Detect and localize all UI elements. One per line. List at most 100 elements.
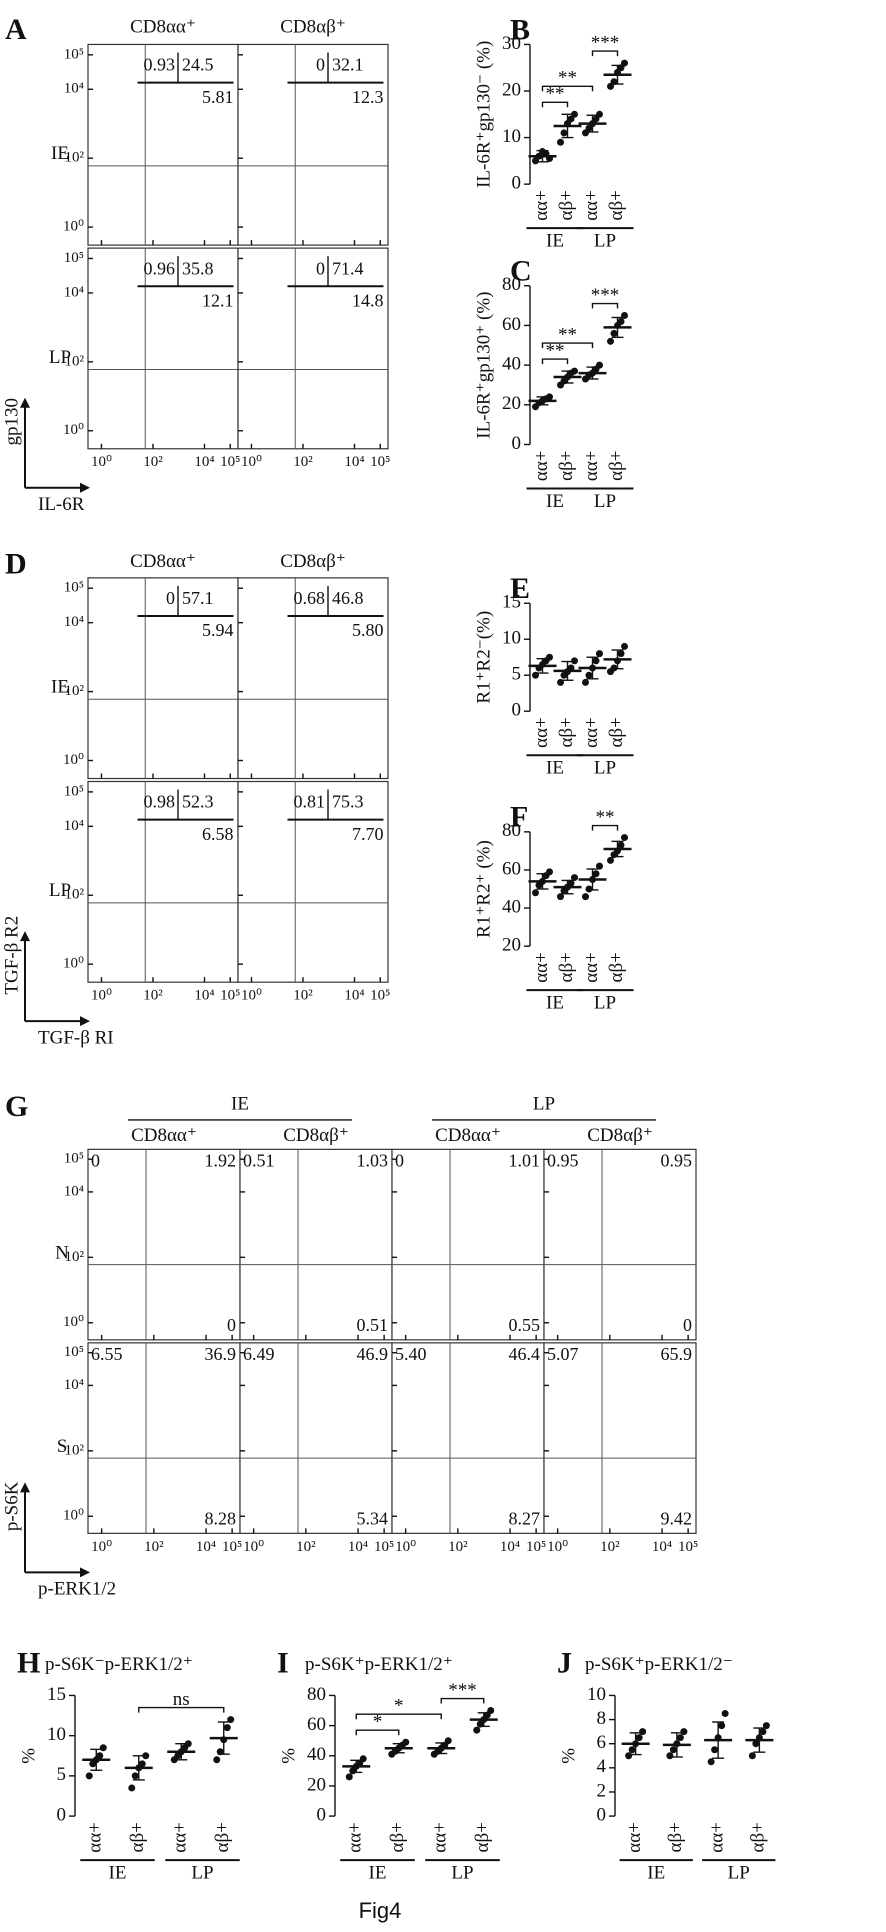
quadrant-value: 57.1: [182, 588, 214, 608]
quadrant-value: 35.8: [182, 258, 214, 278]
category-label: αα+: [531, 952, 552, 983]
x-tick-label: 10⁵: [526, 1539, 546, 1555]
panel-letter: H: [17, 1646, 40, 1679]
significance-label: ns: [173, 1689, 190, 1710]
x-tick-label: 10²: [448, 1539, 468, 1555]
y-tick-label: 10⁴: [64, 818, 84, 834]
quadrant-value: 0.93: [144, 55, 176, 75]
data-point: [85, 1772, 93, 1780]
y-tick-label: 20: [502, 935, 521, 956]
y-tick-label: 8: [597, 1708, 607, 1729]
quadrant-value: 5.80: [352, 620, 384, 640]
quadrant-value: 9.42: [661, 1508, 693, 1528]
data-point: [131, 1772, 139, 1780]
x-tick-label: 10⁴: [652, 1539, 672, 1555]
y-tick-label: 10⁵: [64, 580, 84, 596]
data-point: [617, 650, 625, 658]
quadrant-value: 0: [316, 258, 325, 278]
y-tick-label: 10⁵: [64, 1344, 84, 1360]
data-point: [582, 893, 589, 901]
significance-label: *: [373, 1712, 383, 1733]
quadrant-value: 0.98: [144, 792, 176, 812]
column-header: CD8αα⁺: [130, 551, 196, 572]
data-point: [666, 1752, 674, 1760]
data-point: [721, 1710, 729, 1718]
y-tick-label: 0: [512, 173, 522, 194]
data-point: [639, 1728, 647, 1736]
category-label: αβ+: [556, 717, 577, 747]
y-tick-label: 0: [597, 1804, 607, 1825]
arrow-head: [20, 397, 30, 408]
x-tick-label: 10⁴: [194, 988, 214, 1004]
plot-frame: [237, 577, 389, 780]
x-tick-label: 10⁰: [547, 1539, 568, 1555]
data-point: [546, 653, 553, 661]
y-tick-label: 5: [57, 1764, 67, 1785]
data-point: [546, 393, 553, 401]
figure-caption: Fig4: [359, 1898, 402, 1923]
quadrant-value: 0.96: [144, 258, 176, 278]
row-label: LP: [49, 880, 71, 901]
y-tick-label: 0: [317, 1804, 327, 1825]
group-label: IE: [546, 491, 564, 512]
category-label: αβ+: [472, 1822, 493, 1852]
data-point: [223, 1724, 231, 1732]
category-label: αβ+: [665, 1822, 686, 1852]
quadrant-value: 6.55: [91, 1344, 123, 1364]
column-header: CD8αβ⁺: [280, 16, 346, 37]
data-point: [473, 1726, 481, 1734]
significance-bracket: [541, 101, 569, 108]
quadrant-value: 0.68: [294, 588, 326, 608]
category-label: αα+: [581, 451, 602, 482]
group-label: IE: [546, 758, 564, 779]
y-tick-label: 10⁴: [64, 81, 84, 97]
quadrant-value: 46.9: [357, 1344, 389, 1364]
category-label: αα+: [581, 952, 602, 983]
significance-bracket: [355, 1729, 400, 1736]
y-tick-label: 4: [597, 1756, 607, 1777]
column-header: CD8αα⁺: [131, 1125, 197, 1146]
panel-letter: G: [5, 1090, 28, 1123]
panel-letter: I: [277, 1646, 289, 1679]
data-point: [596, 862, 603, 870]
data-point: [617, 317, 625, 325]
plot-frame: [543, 1148, 697, 1341]
y-axis-label: IL-6R⁺gp130⁺ (%): [473, 292, 494, 439]
data-point: [184, 1740, 192, 1748]
x-tick-label: 10⁰: [241, 988, 262, 1004]
significance-label: **: [546, 84, 565, 105]
x-tick-label: 10⁵: [370, 988, 390, 1004]
y-tick-label: 10⁵: [64, 783, 84, 799]
quadrant-value: 5.40: [395, 1344, 427, 1364]
quadrant-value: 14.8: [352, 290, 384, 310]
data-point: [610, 329, 618, 337]
y-axis-label: R1⁺R2⁺ (%): [473, 840, 494, 938]
category-label: αβ+: [556, 952, 577, 982]
quadrant-value: 8.28: [205, 1508, 237, 1528]
y-tick-label: 10²: [65, 353, 85, 369]
x-tick-label: 10⁰: [241, 454, 262, 470]
data-point: [571, 657, 578, 665]
y-tick-label: 10⁰: [63, 422, 84, 438]
data-point: [585, 671, 593, 679]
quadrant-value: 6.49: [243, 1344, 275, 1364]
significance-bracket: [355, 1713, 442, 1720]
y-tick-label: 10²: [65, 1442, 85, 1458]
plot-frame: [87, 577, 239, 780]
column-header: CD8αβ⁺: [280, 551, 346, 572]
x-tick-label: 10⁴: [194, 454, 214, 470]
significance-bracket: [591, 50, 619, 57]
data-point: [669, 1746, 677, 1754]
category-label: αβ+: [606, 952, 627, 982]
group-label: LP: [594, 993, 616, 1014]
data-point: [628, 1746, 636, 1754]
y-axis-label: %: [18, 1748, 39, 1764]
quadrant-value: 8.27: [509, 1508, 541, 1528]
y-tick-label: 10⁰: [63, 1314, 84, 1330]
x-tick-label: 10²: [144, 1539, 164, 1555]
significance-label: ***: [591, 32, 620, 53]
y-axis-label: IL-6R⁺gp130⁻ (%): [473, 41, 494, 188]
group-label: IE: [647, 1862, 665, 1883]
significance-label: **: [596, 807, 615, 828]
quadrant-value: 6.58: [202, 824, 234, 844]
